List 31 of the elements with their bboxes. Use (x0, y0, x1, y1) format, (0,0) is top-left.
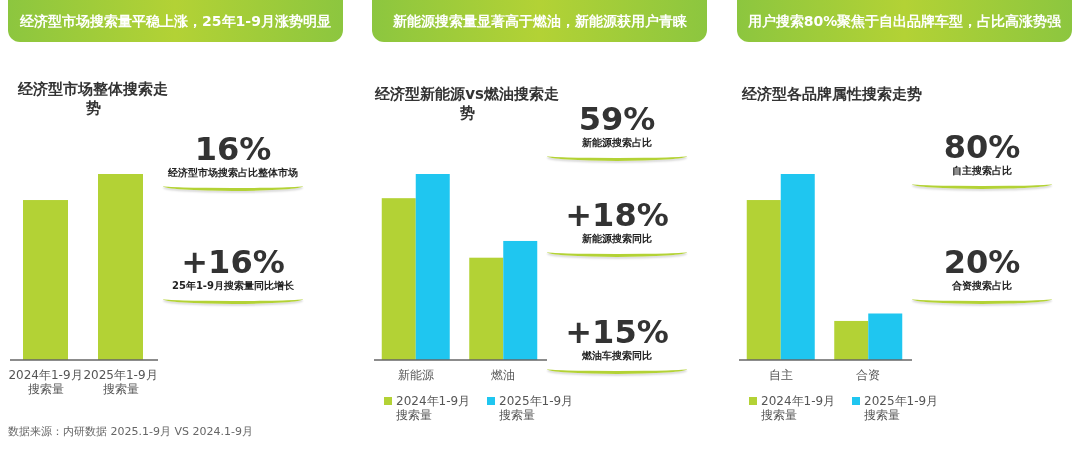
text: 合资搜索占比 (951, 279, 1013, 292)
text: 经济型市场搜索占比整体市场 (167, 166, 299, 179)
chart-subtitle: 经济型新能源vs燃油搜索走势 (374, 85, 560, 123)
x-tick-label: 新能源 (396, 368, 435, 382)
chart-title: 用户搜索80%聚焦于自出品牌车型，占比高涨势强 (737, 0, 1072, 42)
text: 16% (194, 130, 272, 168)
legend-label: 2024年1-9月搜索量 (396, 394, 472, 422)
x-tick-label: 燃油 (490, 368, 517, 382)
text: 25年1-9月搜索量同比增长 (171, 279, 295, 292)
text: 自主搜索占比 (951, 164, 1013, 177)
chart-subtitle: 经济型市场整体搜索走势 (18, 80, 168, 118)
legend-label: 2024年1-9月搜索量 (761, 394, 837, 422)
text: 燃油车搜索同比 (581, 349, 653, 362)
x-tick-label: 2024年1-9月搜索量 (7, 368, 84, 396)
chart-title: 新能源搜索量显著高于燃油，新能源获用户青睐 (372, 0, 707, 42)
source-note: 数据来源：内研数据 2025.1-9月 VS 2024.1-9月 (8, 424, 254, 439)
chart-title: 经济型市场搜索量平稳上涨，25年1-9月涨势明显 (8, 0, 343, 42)
x-tick-label: 自主 (767, 368, 794, 382)
text: 新能源搜索占比 (581, 136, 653, 149)
text: 80% (942, 128, 1022, 166)
legend-label: 2025年1-9月搜索量 (499, 394, 575, 422)
text: 20% (942, 243, 1022, 281)
x-tick-label: 合资 (855, 368, 882, 382)
text: 59% (577, 100, 657, 138)
text: +18% (564, 196, 670, 234)
legend-label: 2025年1-9月搜索量 (864, 394, 940, 422)
text: 新能源搜索同比 (581, 232, 653, 245)
text: +15% (564, 313, 670, 351)
x-tick-label: 2025年1-9月搜索量 (82, 368, 159, 396)
chart-subtitle: 经济型各品牌属性搜索走势 (741, 85, 923, 104)
text: +16% (180, 243, 285, 281)
